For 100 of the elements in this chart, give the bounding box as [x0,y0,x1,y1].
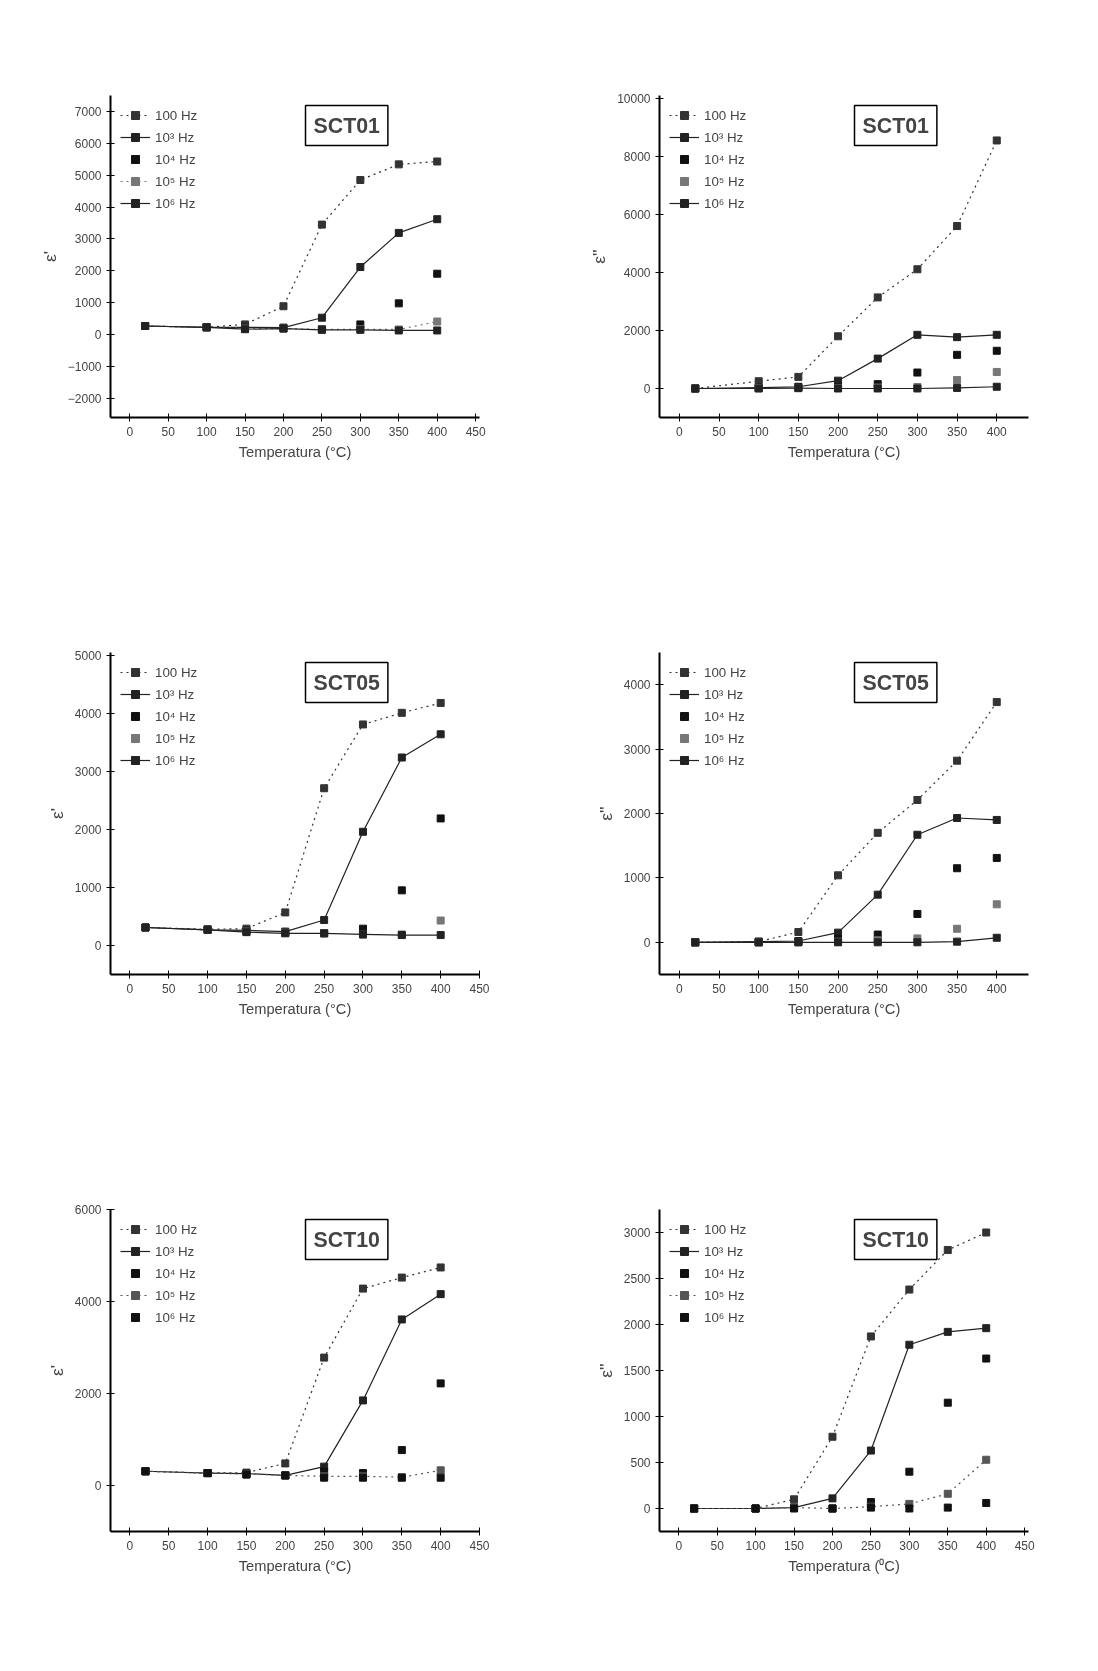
legend-label: 10³ Hz [155,686,195,702]
y-tick-label: 2000 [623,1318,651,1332]
legend-label: 10³ Hz [704,686,744,702]
y-axis-title: ε' [46,807,67,820]
x-tick-label: 400 [986,424,1008,439]
x-tick-label: 300 [907,981,928,996]
legend-label: 100 Hz [155,664,198,680]
legend-label: 10⁴ Hz [704,1265,745,1281]
legend-label: 10⁴ Hz [704,151,745,167]
legend-label: 10⁵ Hz [155,173,196,189]
x-tick-label: 100 [745,1538,766,1553]
x-tick-label: 400 [430,1538,451,1553]
x-tick-label: 350 [937,1538,959,1553]
y-tick-label: 0 [643,1502,651,1516]
y-tick-label: 2000 [623,323,651,338]
legend-label: 10⁶ Hz [155,1309,196,1325]
text: SCT10 [313,1227,380,1252]
y-tick-label: 0 [94,1479,102,1493]
y-tick-label: 500 [630,1456,651,1470]
legend-label: 10⁵ Hz [704,730,745,746]
y-tick-label: 0 [94,328,102,343]
x-tick-label: 250 [314,1538,335,1553]
x-tick-label: 400 [427,424,448,439]
x-tick-label: 200 [822,1538,843,1553]
legend-label: 10³ Hz [704,1243,744,1259]
y-tick-label: 0 [643,935,651,950]
x-tick-label: 150 [788,981,809,996]
y-axis-title: ε'' [589,249,610,264]
legend-label: 10³ Hz [704,129,744,145]
x-tick-label: 100 [748,424,770,439]
y-tick-label: 1000 [74,296,102,311]
y-axis-title: ε'' [595,1363,616,1378]
x-tick-label: 350 [391,1538,413,1553]
y-tick-label: 1000 [623,1410,651,1424]
legend-label: 10⁵ Hz [704,1287,745,1303]
legend-label: 10⁶ Hz [155,195,196,211]
y-tick-label: 3000 [74,764,102,779]
x-tick-label: 50 [161,424,176,439]
x-tick-label: 50 [710,1538,725,1553]
x-tick-label: 350 [388,424,410,439]
y-tick-label: 1000 [74,880,102,895]
x-tick-label: 250 [867,424,889,439]
legend-label: 100 Hz [704,664,747,680]
x-tick-label: 200 [275,1538,296,1553]
x-tick-label: 300 [899,1538,920,1553]
x-tick-label: 50 [162,1538,176,1553]
legend-label: 10⁶ Hz [704,752,745,768]
x-tick-label: 350 [391,981,413,996]
y-tick-label: 2000 [74,264,102,279]
y-tick-label: 5000 [74,168,102,183]
x-axis-title: Temperatura (°C) [787,443,901,460]
x-tick-label: 150 [236,981,257,996]
x-tick-label: 200 [275,981,296,996]
legend-label: 10⁴ Hz [704,708,745,724]
legend-label: 10⁶ Hz [704,195,745,211]
y-tick-label: 8000 [623,149,651,164]
legend-label: 10⁴ Hz [155,1265,196,1281]
x-tick-label: 100 [197,1538,218,1553]
legend-label: 100 Hz [155,1221,198,1237]
y-tick-label: 4000 [623,265,651,280]
x-tick-label: 50 [162,981,176,996]
x-tick-label: 50 [712,981,727,996]
y-tick-label: 5000 [74,648,102,663]
x-tick-label: 100 [197,981,218,996]
y-tick-label: 3000 [623,1226,651,1240]
x-tick-label: 250 [311,424,333,439]
x-tick-label: 200 [273,424,294,439]
legend-label: 10⁴ Hz [155,708,196,724]
x-axis-title: Temperatura (°C) [238,443,352,460]
x-tick-label: 300 [352,1538,374,1553]
x-tick-label: 250 [860,1538,882,1553]
legend-label: 100 Hz [704,1221,747,1237]
y-axis-title: ε' [39,250,60,263]
x-tick-label: 0 [675,1538,683,1553]
y-tick-label: 3000 [623,742,651,757]
x-axis-title: Temperatura (°C) [238,1000,352,1017]
x-tick-label: 200 [828,981,849,996]
y-tick-label: 3000 [74,232,102,247]
y-tick-label: 4000 [74,706,102,721]
y-tick-label: 1000 [623,871,651,886]
y-tick-label: −2000 [67,391,102,406]
y-tick-label: 6000 [623,207,651,222]
text: SCT10 [862,1227,929,1252]
x-axis-title: Temperatura (⁰C) [788,1557,900,1574]
y-tick-label: 1500 [623,1364,651,1378]
x-tick-label: 0 [676,981,683,996]
x-tick-label: 300 [907,424,928,439]
legend-label: 10³ Hz [155,1243,195,1259]
y-tick-label: 0 [94,938,102,953]
x-tick-label: 450 [1014,1538,1035,1553]
x-tick-label: 0 [676,424,683,439]
legend-label: 100 Hz [704,107,747,123]
y-tick-label: 2000 [74,822,102,837]
legend-label: 100 Hz [155,107,198,123]
y-tick-label: 6000 [74,1203,102,1217]
legend-label: 10⁶ Hz [155,752,196,768]
x-tick-label: 0 [126,981,134,996]
x-tick-label: 0 [126,1538,134,1553]
x-tick-label: 50 [712,424,727,439]
legend-label: 10⁴ Hz [155,151,196,167]
